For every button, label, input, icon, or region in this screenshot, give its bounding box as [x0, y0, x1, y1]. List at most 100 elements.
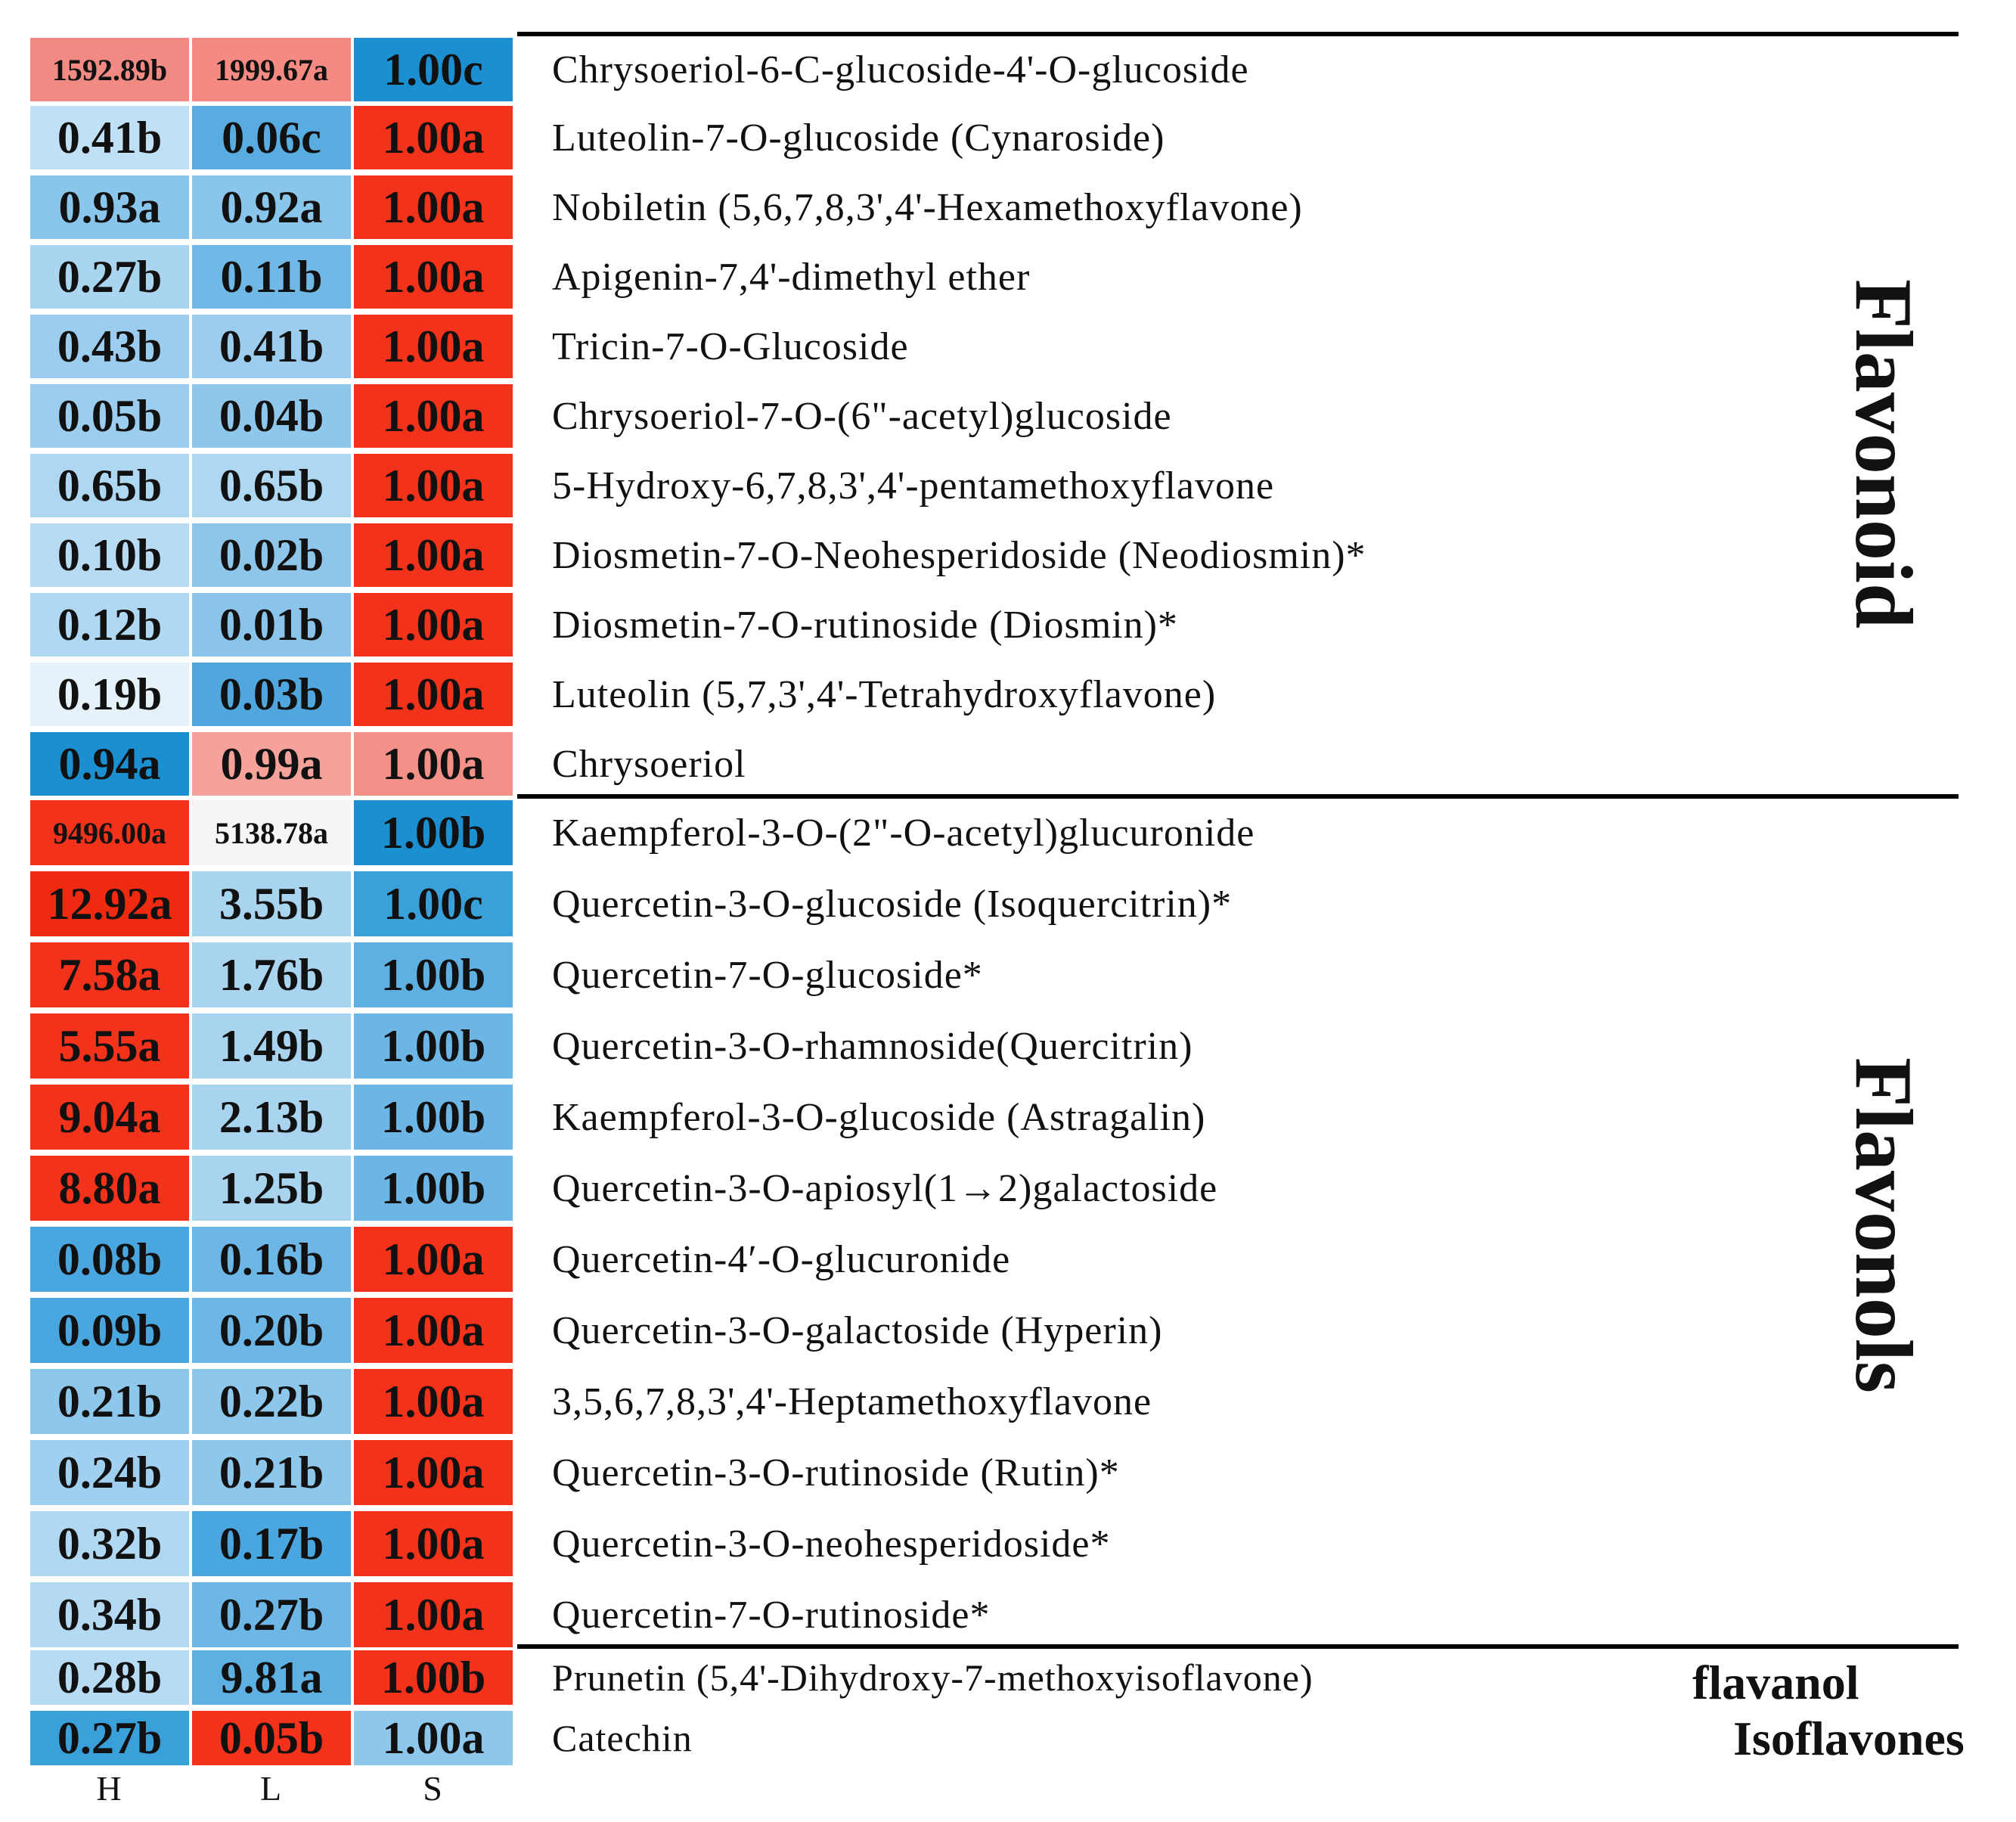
heatmap-cell-r2-L: 0.92a	[192, 175, 351, 239]
heatmap-cell-r20-S: 1.00a	[354, 1440, 513, 1505]
heatmap-cell-r13-S: 1.00b	[354, 942, 513, 1007]
row-label: Quercetin-3-O-rhamnoside(Quercitrin)	[552, 1024, 1193, 1068]
group-label-isoflavones: Isoflavones	[1733, 1712, 1965, 1765]
group-label-flavonols: Flavonols	[1838, 1057, 1929, 1394]
heatmap-cell-r7-H: 0.10b	[30, 523, 189, 587]
heatmap-cell-r23-H: 0.28b	[30, 1650, 189, 1705]
heatmap-cell-r6-H: 0.65b	[30, 454, 189, 517]
heatmap-cell-r22-L: 0.27b	[192, 1582, 351, 1647]
row-label: Quercetin-3-O-galactoside (Hyperin)	[552, 1308, 1163, 1352]
heatmap-cell-r8-S: 1.00a	[354, 593, 513, 656]
heatmap-cell-r5-H: 0.05b	[30, 384, 189, 448]
column-label-L: L	[259, 1769, 287, 1808]
heatmap-cell-r12-H: 12.92a	[30, 871, 189, 936]
heatmap-cell-r20-H: 0.24b	[30, 1440, 189, 1505]
row-label: Kaempferol-3-O-glucoside (Astragalin)	[552, 1095, 1206, 1139]
heatmap-cell-r22-H: 0.34b	[30, 1582, 189, 1647]
row-label: Chrysoeriol-6-C-glucoside-4'-O-glucoside	[552, 48, 1249, 92]
heatmap-cell-r3-H: 0.27b	[30, 245, 189, 309]
row-label: Diosmetin-7-O-Neohesperidoside (Neodiosm…	[552, 533, 1366, 577]
heatmap-cell-r0-H: 1592.89b	[30, 38, 189, 101]
heatmap-cell-r16-L: 1.25b	[192, 1156, 351, 1221]
heatmap-cell-r4-L: 0.41b	[192, 315, 351, 378]
heatmap-cell-r11-L: 5138.78a	[192, 800, 351, 865]
group-divider-line	[517, 32, 1959, 36]
heatmap-cell-r15-L: 2.13b	[192, 1085, 351, 1150]
heatmap-cell-r10-L: 0.99a	[192, 732, 351, 796]
heatmap-cell-r4-S: 1.00a	[354, 315, 513, 378]
heatmap-cell-r14-H: 5.55a	[30, 1013, 189, 1079]
heatmap-cell-r18-L: 0.20b	[192, 1298, 351, 1363]
group-label-flavonoid: Flavonoid	[1838, 278, 1929, 629]
heatmap-cell-r1-H: 0.41b	[30, 106, 189, 169]
row-label: Quercetin-4′-O-glucuronide	[552, 1237, 1011, 1281]
heatmap-cell-r9-L: 0.03b	[192, 663, 351, 726]
heatmap-cell-r16-S: 1.00b	[354, 1156, 513, 1221]
heatmap-cell-r21-S: 1.00a	[354, 1511, 513, 1576]
heatmap-cell-r17-L: 0.16b	[192, 1227, 351, 1292]
heatmap-cell-r5-L: 0.04b	[192, 384, 351, 448]
row-label: Luteolin (5,7,3',4'-Tetrahydroxyflavone)	[552, 672, 1217, 716]
heatmap-cell-r15-H: 9.04a	[30, 1085, 189, 1150]
row-label: Quercetin-7-O-glucoside*	[552, 953, 983, 997]
heatmap-cell-r9-S: 1.00a	[354, 663, 513, 726]
heatmap-cell-r14-L: 1.49b	[192, 1013, 351, 1079]
row-label: Quercetin-3-O-apiosyl(1→2)galactoside	[552, 1166, 1218, 1210]
row-label: Tricin-7-O-Glucoside	[552, 324, 909, 368]
heatmap-cell-r10-S: 1.00a	[354, 732, 513, 796]
heatmap-cell-r24-H: 0.27b	[30, 1711, 189, 1765]
heatmap-cell-r22-S: 1.00a	[354, 1582, 513, 1647]
heatmap-cell-r19-L: 0.22b	[192, 1369, 351, 1434]
heatmap-cell-r3-L: 0.11b	[192, 245, 351, 309]
heatmap-cell-r11-S: 1.00b	[354, 800, 513, 865]
heatmap-cell-r15-S: 1.00b	[354, 1085, 513, 1150]
heatmap-cell-r17-H: 0.08b	[30, 1227, 189, 1292]
column-label-S: S	[423, 1769, 447, 1808]
row-label: Quercetin-3-O-neohesperidoside*	[552, 1522, 1111, 1566]
heatmap-cell-r5-S: 1.00a	[354, 384, 513, 448]
row-label: 3,5,6,7,8,3',4'-Heptamethoxyflavone	[552, 1380, 1152, 1423]
row-label: Chrysoeriol-7-O-(6"-acetyl)glucoside	[552, 394, 1172, 438]
row-label: Quercetin-3-O-glucoside (Isoquercitrin)*	[552, 882, 1233, 926]
row-label: Kaempferol-3-O-(2"-O-acetyl)glucuronide	[552, 811, 1255, 855]
column-label-H: H	[96, 1769, 126, 1808]
heatmap-cell-r14-S: 1.00b	[354, 1013, 513, 1079]
heatmap-cell-r2-H: 0.93a	[30, 175, 189, 239]
heatmap-cell-r3-S: 1.00a	[354, 245, 513, 309]
row-label: Prunetin (5,4'-Dihydroxy-7-methoxyisofla…	[552, 1656, 1314, 1699]
heatmap-cell-r24-S: 1.00a	[354, 1711, 513, 1765]
heatmap-cell-r19-S: 1.00a	[354, 1369, 513, 1434]
heatmap-cell-r18-H: 0.09b	[30, 1298, 189, 1363]
row-label: Apigenin-7,4'-dimethyl ether	[552, 255, 1031, 299]
heatmap-cell-r8-H: 0.12b	[30, 593, 189, 656]
group-divider-line	[517, 794, 1959, 799]
heatmap-cell-r4-H: 0.43b	[30, 315, 189, 378]
heatmap-cell-r9-H: 0.19b	[30, 663, 189, 726]
row-label: Quercetin-3-O-rutinoside (Rutin)*	[552, 1451, 1120, 1495]
heatmap-cell-r21-L: 0.17b	[192, 1511, 351, 1576]
heatmap-cell-r12-S: 1.00c	[354, 871, 513, 936]
heatmap-cell-r13-H: 7.58a	[30, 942, 189, 1007]
heatmap-cell-r16-H: 8.80a	[30, 1156, 189, 1221]
heatmap-cell-r7-L: 0.02b	[192, 523, 351, 587]
heatmap-cell-r18-S: 1.00a	[354, 1298, 513, 1363]
row-label: Chrysoeriol	[552, 742, 746, 786]
heatmap-cell-r10-H: 0.94a	[30, 732, 189, 796]
heatmap-cell-r12-L: 3.55b	[192, 871, 351, 936]
heatmap-cell-r1-S: 1.00a	[354, 106, 513, 169]
row-label: Nobiletin (5,6,7,8,3',4'-Hexamethoxyflav…	[552, 185, 1303, 229]
heatmap-cell-r11-H: 9496.00a	[30, 800, 189, 865]
heatmap-cell-r0-S: 1.00c	[354, 38, 513, 101]
row-label: Catechin	[552, 1717, 693, 1759]
heatmap-cell-r2-S: 1.00a	[354, 175, 513, 239]
row-label: Diosmetin-7-O-rutinoside (Diosmin)*	[552, 603, 1178, 647]
row-label: 5-Hydroxy-6,7,8,3',4'-pentamethoxyflavon…	[552, 464, 1275, 507]
heatmap-cell-r1-L: 0.06c	[192, 106, 351, 169]
row-label: Quercetin-7-O-rutinoside*	[552, 1593, 991, 1637]
heatmap-cell-r7-S: 1.00a	[354, 523, 513, 587]
heatmap-cell-r20-L: 0.21b	[192, 1440, 351, 1505]
row-label: Luteolin-7-O-glucoside (Cynaroside)	[552, 116, 1165, 160]
heatmap-cell-r21-H: 0.32b	[30, 1511, 189, 1576]
group-label-flavanol: flavanol	[1692, 1656, 1859, 1709]
